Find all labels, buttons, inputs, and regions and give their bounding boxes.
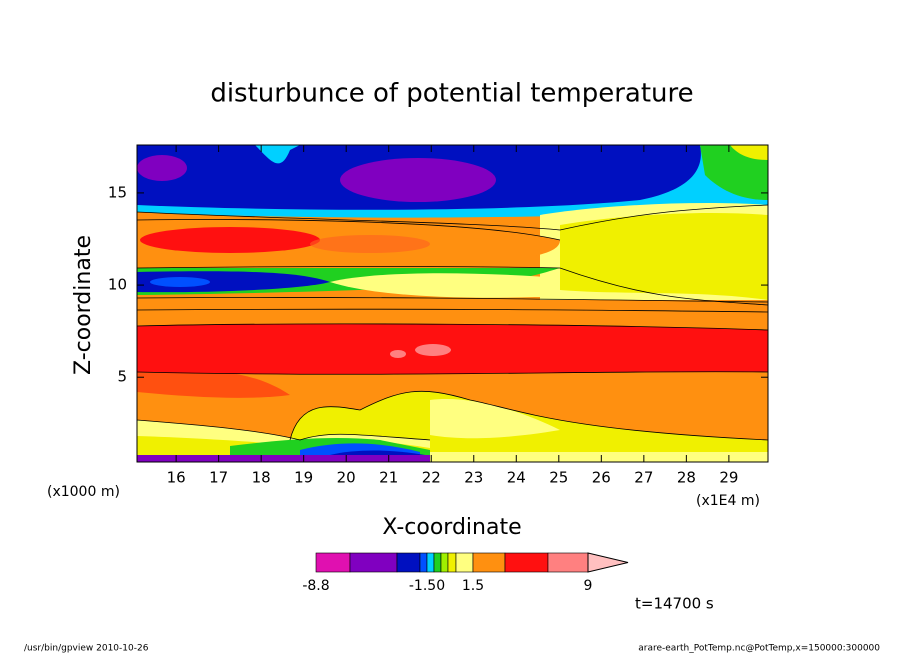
x-tick-label: 18 (252, 469, 271, 487)
x-tick-label: 28 (677, 469, 696, 487)
x-tick-label: 16 (167, 469, 186, 487)
colorbar-label: 1.5 (462, 578, 484, 594)
colorbar-segment (433, 552, 442, 573)
colorbar-label: -8.8 (302, 578, 329, 594)
colorbar-segment (426, 552, 435, 573)
colorbar-segment (447, 552, 457, 573)
colorbar: -8.8 -1.50 1.5 9 (302, 552, 629, 594)
x-tick-label: 26 (592, 469, 611, 487)
x-tick-label: 23 (464, 469, 483, 487)
x-unit: (x1E4 m) (696, 493, 760, 509)
colorbar-label: 9 (584, 578, 593, 594)
colorbar-segment (504, 552, 549, 573)
x-tick-label: 29 (719, 469, 738, 487)
y-unit: (x1000 m) (47, 484, 120, 500)
colorbar-segment (547, 552, 589, 573)
y-tick-label: 15 (108, 183, 127, 201)
axes: 16 17 18 19 20 21 22 23 24 25 26 27 28 29 5 10 15 (108, 145, 768, 487)
colorbar-label: -1.50 (409, 578, 445, 594)
time-annotation: t=14700 s (635, 595, 714, 613)
colorbar-extension (587, 552, 629, 573)
y-tick-label: 5 (117, 368, 127, 386)
colorbar-segment (419, 552, 428, 573)
footer-right: arare-earth_PotTemp.nc@PotTemp,x=150000:… (638, 644, 880, 654)
x-tick-label: 17 (209, 469, 228, 487)
colorbar-segment (440, 552, 449, 573)
x-tick-label: 25 (549, 469, 568, 487)
colorbar-segment (349, 552, 398, 573)
x-tick-label: 24 (507, 469, 526, 487)
y-axis-label: Z-coordinate (71, 235, 96, 375)
contour-field (137, 145, 768, 462)
x-tick-label: 27 (634, 469, 653, 487)
footer-left: /usr/bin/gpview 2010-10-26 (24, 644, 149, 654)
colorbar-segment (315, 552, 351, 573)
x-tick-label: 22 (422, 469, 441, 487)
x-tick-label: 20 (337, 469, 356, 487)
y-tick-label: 10 (108, 276, 127, 294)
x-tick-label: 19 (294, 469, 313, 487)
colorbar-segment (396, 552, 421, 573)
colorbar-segment (472, 552, 506, 573)
colorbar-segment (455, 552, 474, 573)
x-axis-label: X-coordinate (382, 515, 521, 540)
plot-frame (136, 144, 769, 463)
chart-title: disturbunce of potential temperature (210, 79, 693, 109)
x-tick-label: 21 (379, 469, 398, 487)
